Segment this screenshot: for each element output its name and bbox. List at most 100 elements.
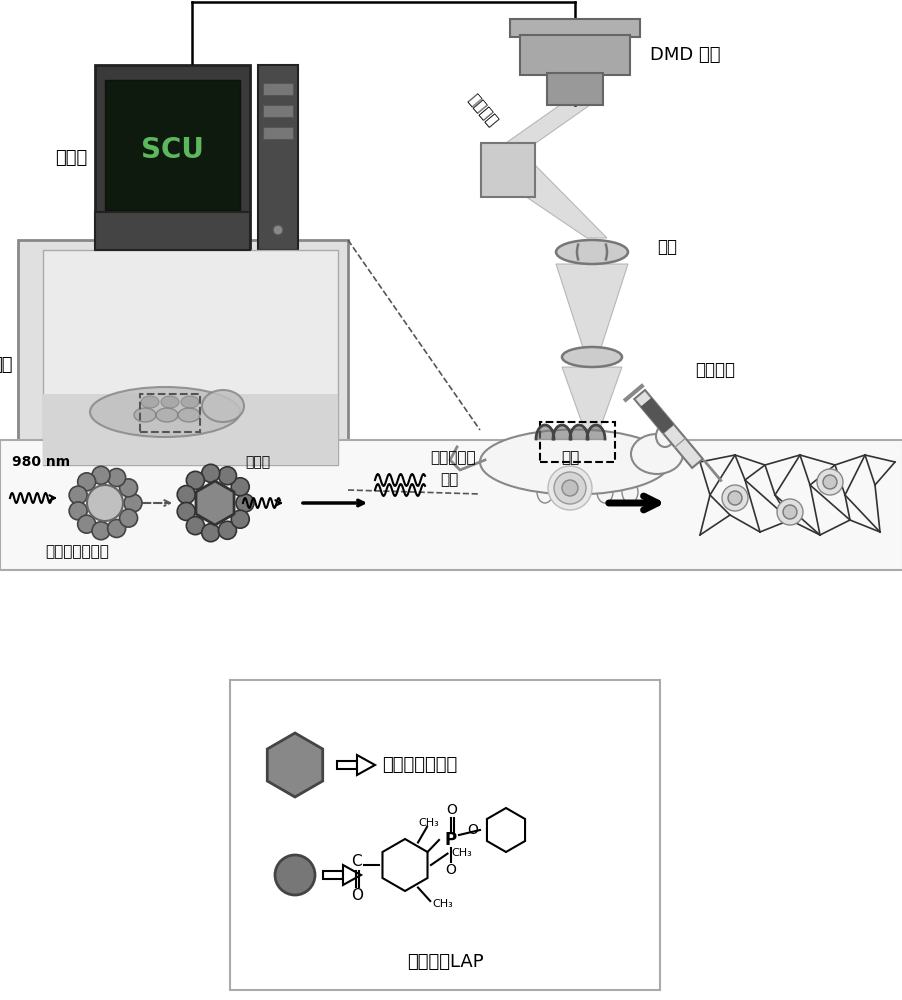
Text: CH₃: CH₃ — [451, 848, 472, 858]
Circle shape — [822, 475, 836, 489]
Bar — [262, 105, 292, 117]
Polygon shape — [356, 755, 374, 775]
FancyBboxPatch shape — [95, 65, 250, 250]
Circle shape — [107, 469, 125, 487]
Bar — [43, 250, 337, 465]
Bar — [164, 248, 179, 268]
Text: DMD 芯片: DMD 芯片 — [649, 46, 720, 64]
Bar — [336, 761, 356, 769]
Ellipse shape — [178, 408, 199, 422]
Ellipse shape — [561, 347, 621, 367]
Circle shape — [218, 521, 236, 539]
Text: C: C — [350, 854, 361, 869]
Text: CH₃: CH₃ — [419, 818, 439, 828]
Circle shape — [554, 472, 585, 504]
Ellipse shape — [537, 481, 552, 503]
Ellipse shape — [161, 396, 179, 408]
Text: 透镜: 透镜 — [657, 238, 676, 256]
Circle shape — [727, 491, 741, 505]
Ellipse shape — [156, 408, 178, 422]
Ellipse shape — [621, 481, 638, 503]
Text: 计算机: 计算机 — [55, 149, 87, 167]
Circle shape — [186, 517, 204, 535]
Text: SCU: SCU — [141, 135, 204, 163]
Circle shape — [235, 494, 253, 512]
Circle shape — [87, 485, 123, 521]
Text: P: P — [445, 831, 456, 849]
Text: O: O — [446, 803, 457, 817]
Bar — [258, 65, 298, 250]
Circle shape — [119, 509, 137, 527]
Circle shape — [78, 473, 96, 491]
Polygon shape — [512, 165, 606, 238]
Text: 体内: 体内 — [0, 356, 13, 374]
Circle shape — [272, 225, 282, 235]
Text: 980 nm: 980 nm — [12, 455, 70, 469]
Text: 生物材料: 生物材料 — [695, 361, 734, 379]
Circle shape — [124, 494, 142, 512]
Circle shape — [275, 855, 315, 895]
Polygon shape — [556, 264, 627, 357]
Ellipse shape — [141, 396, 159, 408]
Bar — [539, 422, 614, 462]
Polygon shape — [561, 367, 621, 437]
Polygon shape — [640, 398, 673, 433]
Circle shape — [231, 478, 249, 496]
Ellipse shape — [90, 387, 240, 437]
Text: 近红外光: 近红外光 — [465, 91, 500, 129]
Circle shape — [201, 524, 219, 542]
Text: 上转换纳米材料: 上转换纳米材料 — [382, 756, 456, 774]
Circle shape — [92, 522, 110, 540]
Ellipse shape — [655, 425, 673, 447]
Text: 紫外光: 紫外光 — [244, 455, 270, 469]
Polygon shape — [486, 808, 524, 852]
Circle shape — [218, 467, 236, 485]
Ellipse shape — [480, 430, 669, 494]
Polygon shape — [343, 865, 361, 885]
Circle shape — [119, 479, 137, 497]
Circle shape — [816, 469, 842, 495]
Circle shape — [177, 486, 195, 504]
Bar — [520, 35, 630, 75]
Circle shape — [177, 502, 195, 520]
Bar — [0, 440, 902, 570]
Circle shape — [201, 464, 219, 482]
Polygon shape — [502, 105, 589, 145]
Bar — [43, 394, 337, 465]
Ellipse shape — [180, 396, 198, 408]
Ellipse shape — [202, 390, 244, 422]
Circle shape — [722, 485, 747, 511]
Text: O: O — [445, 863, 456, 877]
Ellipse shape — [556, 240, 627, 264]
Text: 聚合物单体: 聚合物单体 — [429, 450, 475, 466]
Polygon shape — [481, 143, 534, 197]
Bar — [510, 19, 640, 37]
Circle shape — [69, 486, 87, 504]
Bar — [18, 240, 347, 490]
Polygon shape — [633, 390, 702, 468]
Circle shape — [186, 471, 204, 489]
Bar — [262, 83, 292, 95]
Bar — [95, 212, 250, 250]
Circle shape — [92, 466, 110, 484]
Circle shape — [782, 505, 796, 519]
Polygon shape — [382, 839, 427, 891]
Polygon shape — [196, 481, 234, 525]
Text: 光引发剂复合物: 光引发剂复合物 — [45, 544, 109, 560]
Bar — [140, 394, 199, 432]
Text: 细胞: 细胞 — [560, 450, 578, 466]
Text: 引发: 引发 — [439, 473, 457, 488]
Bar — [115, 266, 230, 280]
Bar — [230, 680, 659, 990]
Text: CH₃: CH₃ — [432, 899, 453, 909]
Polygon shape — [267, 733, 322, 797]
Ellipse shape — [566, 481, 583, 503]
Ellipse shape — [596, 481, 612, 503]
Circle shape — [78, 515, 96, 533]
Bar — [323, 871, 343, 879]
Circle shape — [776, 499, 802, 525]
Bar — [105, 80, 240, 210]
Circle shape — [231, 510, 249, 528]
Bar — [547, 73, 603, 105]
Circle shape — [561, 480, 577, 496]
